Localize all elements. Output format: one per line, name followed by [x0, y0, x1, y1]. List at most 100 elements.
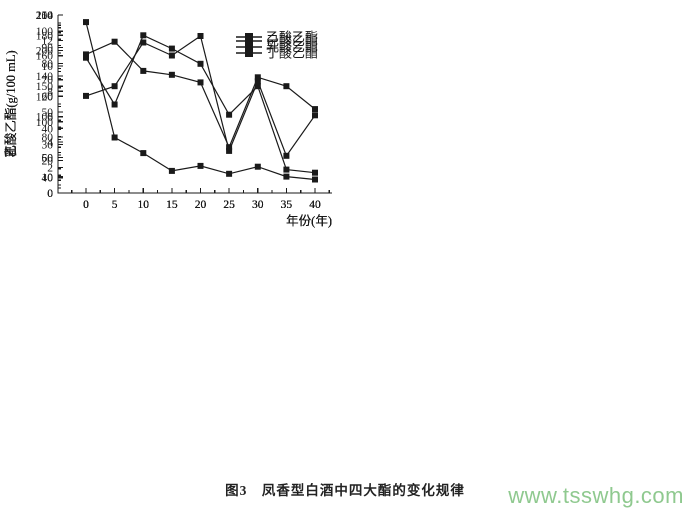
svg-text:4: 4: [47, 137, 53, 149]
data-point-marker: [312, 106, 318, 113]
svg-text:10: 10: [42, 172, 54, 184]
data-point-marker: [226, 144, 233, 151]
legend-label: 乙酸乙酯: [266, 30, 318, 45]
svg-text:90: 90: [42, 42, 54, 54]
svg-text:60: 60: [42, 152, 54, 164]
svg-text:35: 35: [281, 199, 293, 211]
svg-text:5: 5: [112, 199, 118, 211]
svg-text:100: 100: [36, 26, 54, 38]
data-point-marker: [226, 111, 233, 118]
svg-text:180: 180: [36, 30, 54, 42]
svg-text:0: 0: [83, 199, 89, 211]
data-point-marker: [83, 51, 89, 58]
data-point-marker: [168, 52, 175, 59]
data-point-marker: [283, 166, 290, 173]
svg-text:120: 120: [36, 91, 54, 103]
svg-text:40: 40: [309, 199, 321, 211]
watermark-url: www.tsswhg.com: [508, 483, 684, 508]
ethyl-lactate-series: [83, 32, 318, 176]
svg-text:10: 10: [138, 199, 150, 211]
data-point-marker: [111, 83, 118, 90]
legend-label: 丁酸乙酯: [266, 46, 318, 61]
svg-text:80: 80: [42, 132, 54, 144]
data-point-marker: [312, 112, 318, 119]
data-point-marker: [140, 32, 147, 39]
chart-ethyl-butyrate: 0 2 4 6 8 10 12 14 0 5 10 15 20 25 30 35 40 丁酸乙酯(g/100 mL…: [0, 0, 345, 233]
svg-text:30: 30: [252, 199, 264, 211]
svg-text:250: 250: [36, 10, 54, 22]
svg-text:70: 70: [42, 75, 54, 87]
data-point-marker: [226, 147, 233, 154]
svg-text:0: 0: [47, 188, 53, 200]
svg-text:6: 6: [47, 112, 53, 124]
data-point-marker: [197, 60, 204, 67]
svg-text:50: 50: [42, 152, 54, 164]
svg-text:140: 140: [36, 71, 54, 83]
x-axis-title: 年份(年): [286, 214, 332, 228]
svg-text:12: 12: [42, 35, 54, 47]
legend-marker: [245, 49, 253, 57]
ethyl-hexanoate-series: [83, 33, 318, 159]
svg-text:35: 35: [281, 199, 293, 211]
data-point-marker: [111, 38, 118, 45]
svg-text:25: 25: [223, 199, 235, 211]
ethyl-acetate-series: [83, 19, 318, 183]
svg-text:35: 35: [281, 199, 293, 211]
data-point-marker: [140, 39, 147, 46]
svg-text:0: 0: [83, 199, 89, 211]
svg-text:25: 25: [223, 199, 235, 211]
svg-text:110: 110: [36, 10, 53, 22]
data-point-marker: [140, 150, 147, 157]
x-axis-title: 年份(年): [286, 214, 332, 228]
svg-text:100: 100: [36, 112, 54, 124]
svg-text:20: 20: [42, 156, 54, 168]
data-point-marker: [83, 92, 89, 99]
data-point-marker: [254, 83, 261, 90]
svg-text:10: 10: [138, 199, 150, 211]
data-point-marker: [111, 101, 118, 108]
y-axis-title: 丁酸乙酯(g/100 mL): [3, 50, 18, 157]
svg-text:20: 20: [195, 199, 207, 211]
svg-text:10: 10: [138, 199, 150, 211]
svg-text:40: 40: [309, 199, 321, 211]
legend-label: 己酸乙酯: [266, 34, 318, 49]
data-point-marker: [254, 74, 261, 81]
svg-text:80: 80: [42, 59, 54, 71]
svg-text:40: 40: [42, 173, 54, 185]
x-axis-title: 年份(年): [286, 214, 332, 228]
data-point-marker: [312, 176, 318, 183]
svg-text:0: 0: [47, 188, 53, 200]
svg-text:20: 20: [195, 199, 207, 211]
data-point-marker: [197, 162, 204, 169]
data-point-marker: [312, 169, 318, 176]
chart-ethyl-hexanoate: 0 10 20 30 40 50 60 70 80 90 100 110 0 5 10 15 20 25 30 35 4…: [0, 0, 345, 233]
y-axis-title: 己酸乙酯(g/100 mL): [3, 50, 18, 157]
data-point-marker: [283, 152, 290, 159]
svg-text:150: 150: [36, 81, 54, 93]
legend-marker: [245, 43, 253, 51]
ethyl-butyrate-series: [83, 38, 318, 151]
svg-text:160: 160: [36, 51, 54, 63]
data-point-marker: [226, 170, 233, 177]
data-point-marker: [283, 83, 290, 90]
svg-text:30: 30: [252, 199, 264, 211]
x-axis-title: 年份(年): [286, 214, 332, 228]
data-point-marker: [168, 71, 175, 78]
axes: [57, 14, 332, 194]
data-point-marker: [197, 33, 204, 39]
svg-text:30: 30: [42, 139, 54, 151]
data-point-marker: [168, 45, 175, 52]
svg-text:15: 15: [166, 199, 178, 211]
data-point-marker: [83, 19, 89, 26]
svg-text:0: 0: [47, 188, 53, 200]
data-point-marker: [254, 163, 261, 170]
svg-text:40: 40: [42, 123, 54, 135]
svg-text:0: 0: [83, 199, 89, 211]
svg-text:8: 8: [47, 86, 53, 98]
svg-text:25: 25: [223, 199, 235, 211]
